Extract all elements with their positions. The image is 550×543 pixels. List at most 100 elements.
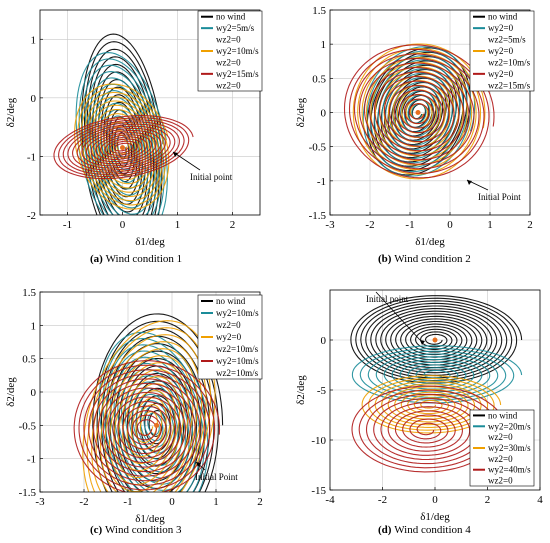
legend: no windwy2=20m/swz2=0wy2=30m/swz2=0wy2=4…	[469, 409, 535, 487]
legend-label: wz2=0	[488, 454, 513, 464]
x-tick-label: 1	[175, 219, 181, 231]
legend-label: wy2=40m/s	[488, 465, 531, 475]
panel-caption-label: (b)	[378, 253, 394, 265]
y-tick-label: -1	[27, 151, 36, 163]
legend-label: wy2=30m/s	[488, 443, 531, 453]
y-tick-label: -0.5	[309, 142, 327, 154]
y-tick-label: 1.5	[312, 5, 326, 17]
series-line-3	[74, 83, 170, 210]
x-tick-label: 2	[485, 494, 491, 506]
series-line-1	[350, 295, 523, 384]
y-tick-label: 1.5	[22, 287, 36, 299]
legend: no windwy2=0wz2=5m/swy2=0wz2=10m/swy2=0w…	[469, 10, 535, 92]
legend-label: no wind	[216, 296, 246, 306]
initial-point-annotation: Initial point	[366, 294, 409, 304]
legend-label: wy2=0	[488, 23, 514, 33]
y-tick-label: 1	[31, 34, 37, 46]
x-tick-label: 2	[527, 219, 533, 231]
legend-label: wz2=0	[216, 320, 241, 330]
y-tick-label: 1	[321, 39, 327, 51]
x-axis-label: δ1/deg	[415, 236, 445, 248]
annotation-arrow	[172, 151, 201, 171]
panel-caption: (a) Wind condition 1	[90, 253, 182, 265]
y-tick-label: 0	[31, 387, 37, 399]
legend-label: no wind	[488, 12, 518, 22]
panel-caption-text: Wind condition 4	[394, 524, 471, 536]
initial-point-annotation: Initial Point	[478, 192, 521, 202]
y-tick-label: -1	[27, 454, 36, 466]
initial-point-annotation: Initial Point	[195, 472, 238, 482]
x-tick-label: 2	[230, 219, 236, 231]
y-tick-label: -1.5	[19, 487, 37, 499]
center-point	[432, 337, 438, 343]
chart-panel-4: -4 -2 0 2 4 0 -5 -10 -15 δ1/deg δ2/deg no windwy2=2…	[295, 289, 543, 536]
panel-caption-text: Wind condition 3	[105, 524, 182, 536]
series-line-4	[73, 360, 221, 492]
y-tick-label: -10	[311, 435, 326, 447]
x-axis-label: δ1/deg	[420, 511, 450, 523]
x-tick-label: 1	[487, 219, 493, 231]
series-line-4	[53, 115, 194, 180]
panel-caption: (b) Wind condition 2	[378, 253, 471, 265]
legend-label: wy2=0	[488, 69, 514, 79]
legend-label: wy2=10m/s	[216, 356, 259, 366]
legend-label: wz2=10m/s	[216, 344, 259, 354]
y-axis-label: δ2/deg	[295, 97, 307, 127]
x-tick-label: 0	[120, 219, 126, 231]
center-point	[154, 422, 160, 428]
x-tick-label: -2	[79, 496, 88, 508]
legend-label: wz2=15m/s	[488, 80, 531, 90]
panel-caption-label: (d)	[378, 524, 394, 536]
center-point	[120, 145, 125, 151]
x-tick-label: -1	[405, 219, 414, 231]
panel-caption-text: Wind condition 2	[394, 253, 471, 265]
x-tick-label: -2	[365, 219, 374, 231]
legend-label: wz2=0	[488, 432, 513, 442]
series-line-4	[351, 385, 507, 473]
y-tick-label: -1.5	[309, 210, 327, 222]
annotation-arrow	[375, 291, 421, 341]
legend-label: wy2=15m/s	[216, 69, 259, 79]
x-axis-label: δ1/deg	[135, 513, 165, 525]
x-axis-label: δ1/deg	[135, 236, 165, 248]
x-tick-label: -1	[63, 219, 72, 231]
panel-caption-label: (a)	[90, 253, 106, 265]
x-tick-label: -1	[123, 496, 132, 508]
series-line-3	[82, 320, 216, 492]
plot-area	[343, 43, 495, 180]
x-tick-label: 0	[432, 494, 438, 506]
series-line-2	[351, 345, 523, 404]
x-tick-label: 1	[213, 496, 219, 508]
y-tick-label: 0.5	[22, 354, 36, 366]
panel-caption-label: (c)	[90, 524, 105, 536]
initial-point-annotation: Initial point	[190, 172, 233, 182]
y-tick-label: -2	[27, 210, 36, 222]
panel-caption-text: Wind condition 1	[106, 253, 183, 265]
legend-label: wz2=0	[216, 57, 241, 67]
y-tick-label: -5	[317, 385, 327, 397]
plot-area	[53, 33, 194, 215]
legend-label: no wind	[488, 410, 518, 420]
chart-panel-2: -3 -2 -1 0 1 2 1.5 1 0.5 0 -0.5 -1 -1.5 δ1/deg δ2/deg n…	[295, 5, 535, 265]
annotation-arrow-head	[420, 340, 425, 345]
y-axis-label: δ2/deg	[5, 377, 17, 407]
x-tick-label: 2	[257, 496, 263, 508]
legend-label: wz2=10m/s	[216, 368, 259, 378]
plot-area	[73, 313, 224, 492]
plot-area	[350, 295, 523, 473]
chart-panel-3: -3 -2 -1 0 1 2 1.5 1 0.5 0 -0.5 -1 -1.5 δ1/deg δ2/deg n…	[5, 287, 263, 536]
panel-caption: (c) Wind condition 3	[90, 524, 182, 536]
legend: no windwy2=5m/swz2=0wy2=10m/swz2=0wy2=15…	[197, 10, 263, 92]
legend-label: wy2=5m/s	[216, 23, 255, 33]
x-tick-label: 0	[447, 219, 453, 231]
x-tick-label: 0	[169, 496, 175, 508]
y-tick-label: 0	[321, 335, 327, 347]
y-tick-label: 0.5	[312, 73, 326, 85]
y-tick-label: 0	[321, 108, 327, 120]
x-tick-label: -3	[35, 496, 45, 508]
x-tick-label: -2	[378, 494, 387, 506]
y-tick-label: -0.5	[19, 420, 37, 432]
y-axis-label: δ2/deg	[295, 375, 307, 405]
center-point	[415, 110, 421, 115]
